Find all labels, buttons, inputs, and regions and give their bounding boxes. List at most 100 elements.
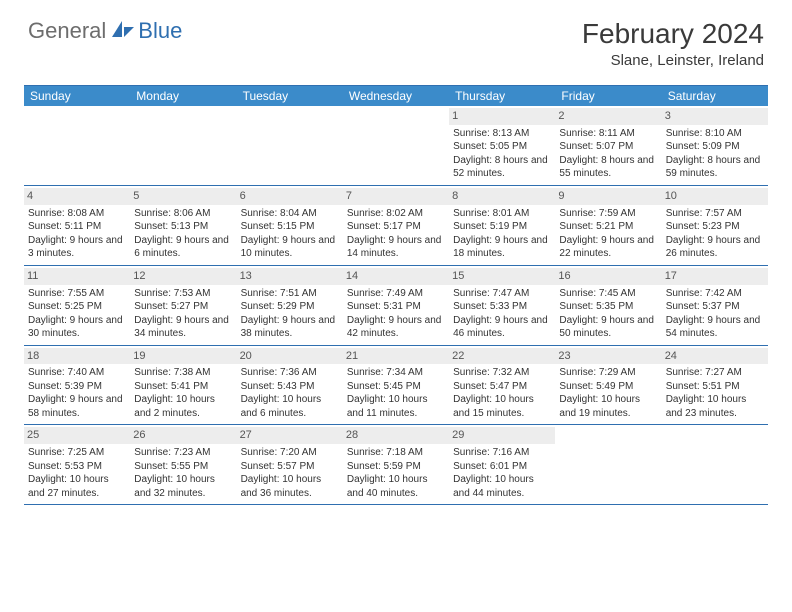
- daylight-text: Daylight: 9 hours and 3 minutes.: [28, 234, 126, 261]
- daylight-text: Daylight: 9 hours and 38 minutes.: [241, 314, 339, 341]
- month-title: February 2024: [582, 18, 764, 50]
- sunset-text: Sunset: 5:41 PM: [134, 380, 232, 394]
- day-number: 29: [449, 427, 555, 444]
- day-number: 27: [237, 427, 343, 444]
- sunset-text: Sunset: 5:43 PM: [241, 380, 339, 394]
- day-cell: 3Sunrise: 8:10 AMSunset: 5:09 PMDaylight…: [662, 106, 768, 185]
- day-number: 24: [662, 348, 768, 365]
- day-number: 26: [130, 427, 236, 444]
- sunset-text: Sunset: 5:39 PM: [28, 380, 126, 394]
- day-number: 11: [24, 268, 130, 285]
- day-number: 20: [237, 348, 343, 365]
- sunrise-text: Sunrise: 7:47 AM: [453, 287, 551, 301]
- logo-text-general: General: [28, 18, 106, 44]
- dow-sunday: Sunday: [24, 86, 130, 106]
- sunrise-text: Sunrise: 7:20 AM: [241, 446, 339, 460]
- sunset-text: Sunset: 5:23 PM: [666, 220, 764, 234]
- weeks-container: 1Sunrise: 8:13 AMSunset: 5:05 PMDaylight…: [24, 106, 768, 505]
- day-number: 19: [130, 348, 236, 365]
- day-number: 5: [130, 188, 236, 205]
- sunset-text: Sunset: 5:55 PM: [134, 460, 232, 474]
- location-label: Slane, Leinster, Ireland: [582, 52, 764, 69]
- day-number: 25: [24, 427, 130, 444]
- day-number: 28: [343, 427, 449, 444]
- daylight-text: Daylight: 10 hours and 23 minutes.: [666, 393, 764, 420]
- sunset-text: Sunset: 5:21 PM: [559, 220, 657, 234]
- header: General Blue February 2024 Slane, Leinst…: [0, 0, 792, 77]
- sunset-text: Sunset: 5:27 PM: [134, 300, 232, 314]
- sunset-text: Sunset: 5:31 PM: [347, 300, 445, 314]
- sunset-text: Sunset: 5:53 PM: [28, 460, 126, 474]
- daylight-text: Daylight: 9 hours and 34 minutes.: [134, 314, 232, 341]
- day-cell: 11Sunrise: 7:55 AMSunset: 5:25 PMDayligh…: [24, 266, 130, 345]
- day-number: 9: [555, 188, 661, 205]
- daylight-text: Daylight: 8 hours and 59 minutes.: [666, 154, 764, 181]
- day-cell: 1Sunrise: 8:13 AMSunset: 5:05 PMDaylight…: [449, 106, 555, 185]
- sunrise-text: Sunrise: 7:38 AM: [134, 366, 232, 380]
- logo-text-blue: Blue: [138, 18, 182, 44]
- daylight-text: Daylight: 9 hours and 30 minutes.: [28, 314, 126, 341]
- sunrise-text: Sunrise: 8:11 AM: [559, 127, 657, 141]
- daylight-text: Daylight: 10 hours and 32 minutes.: [134, 473, 232, 500]
- sunrise-text: Sunrise: 8:06 AM: [134, 207, 232, 221]
- day-cell: 24Sunrise: 7:27 AMSunset: 5:51 PMDayligh…: [662, 346, 768, 425]
- sunset-text: Sunset: 5:59 PM: [347, 460, 445, 474]
- sunset-text: Sunset: 5:09 PM: [666, 140, 764, 154]
- sunset-text: Sunset: 5:17 PM: [347, 220, 445, 234]
- daylight-text: Daylight: 9 hours and 50 minutes.: [559, 314, 657, 341]
- sunset-text: Sunset: 5:37 PM: [666, 300, 764, 314]
- daylight-text: Daylight: 8 hours and 52 minutes.: [453, 154, 551, 181]
- day-cell: 9Sunrise: 7:59 AMSunset: 5:21 PMDaylight…: [555, 186, 661, 265]
- day-cell: 13Sunrise: 7:51 AMSunset: 5:29 PMDayligh…: [237, 266, 343, 345]
- day-cell: 14Sunrise: 7:49 AMSunset: 5:31 PMDayligh…: [343, 266, 449, 345]
- day-number: 12: [130, 268, 236, 285]
- sunset-text: Sunset: 5:33 PM: [453, 300, 551, 314]
- day-cell: [24, 106, 130, 185]
- sunset-text: Sunset: 5:29 PM: [241, 300, 339, 314]
- sunrise-text: Sunrise: 8:10 AM: [666, 127, 764, 141]
- sunrise-text: Sunrise: 7:32 AM: [453, 366, 551, 380]
- sunset-text: Sunset: 5:19 PM: [453, 220, 551, 234]
- sunset-text: Sunset: 6:01 PM: [453, 460, 551, 474]
- sunset-text: Sunset: 5:51 PM: [666, 380, 764, 394]
- day-cell: 28Sunrise: 7:18 AMSunset: 5:59 PMDayligh…: [343, 425, 449, 504]
- daylight-text: Daylight: 9 hours and 42 minutes.: [347, 314, 445, 341]
- day-cell: 27Sunrise: 7:20 AMSunset: 5:57 PMDayligh…: [237, 425, 343, 504]
- day-of-week-header: Sunday Monday Tuesday Wednesday Thursday…: [24, 86, 768, 106]
- day-cell: 16Sunrise: 7:45 AMSunset: 5:35 PMDayligh…: [555, 266, 661, 345]
- day-cell: [237, 106, 343, 185]
- daylight-text: Daylight: 10 hours and 36 minutes.: [241, 473, 339, 500]
- sunset-text: Sunset: 5:35 PM: [559, 300, 657, 314]
- sunrise-text: Sunrise: 7:34 AM: [347, 366, 445, 380]
- day-cell: [130, 106, 236, 185]
- day-cell: 2Sunrise: 8:11 AMSunset: 5:07 PMDaylight…: [555, 106, 661, 185]
- sunrise-text: Sunrise: 7:27 AM: [666, 366, 764, 380]
- daylight-text: Daylight: 9 hours and 22 minutes.: [559, 234, 657, 261]
- dow-saturday: Saturday: [662, 86, 768, 106]
- day-cell: 22Sunrise: 7:32 AMSunset: 5:47 PMDayligh…: [449, 346, 555, 425]
- sunset-text: Sunset: 5:47 PM: [453, 380, 551, 394]
- week-row: 1Sunrise: 8:13 AMSunset: 5:05 PMDaylight…: [24, 106, 768, 186]
- day-cell: 15Sunrise: 7:47 AMSunset: 5:33 PMDayligh…: [449, 266, 555, 345]
- daylight-text: Daylight: 10 hours and 11 minutes.: [347, 393, 445, 420]
- day-cell: [662, 425, 768, 504]
- week-row: 18Sunrise: 7:40 AMSunset: 5:39 PMDayligh…: [24, 346, 768, 426]
- daylight-text: Daylight: 10 hours and 40 minutes.: [347, 473, 445, 500]
- daylight-text: Daylight: 8 hours and 55 minutes.: [559, 154, 657, 181]
- week-row: 25Sunrise: 7:25 AMSunset: 5:53 PMDayligh…: [24, 425, 768, 505]
- daylight-text: Daylight: 9 hours and 6 minutes.: [134, 234, 232, 261]
- day-cell: 8Sunrise: 8:01 AMSunset: 5:19 PMDaylight…: [449, 186, 555, 265]
- day-number: 23: [555, 348, 661, 365]
- sunset-text: Sunset: 5:13 PM: [134, 220, 232, 234]
- day-cell: 6Sunrise: 8:04 AMSunset: 5:15 PMDaylight…: [237, 186, 343, 265]
- dow-monday: Monday: [130, 86, 236, 106]
- day-number: 18: [24, 348, 130, 365]
- day-cell: 4Sunrise: 8:08 AMSunset: 5:11 PMDaylight…: [24, 186, 130, 265]
- day-cell: [343, 106, 449, 185]
- day-cell: 19Sunrise: 7:38 AMSunset: 5:41 PMDayligh…: [130, 346, 236, 425]
- day-cell: 26Sunrise: 7:23 AMSunset: 5:55 PMDayligh…: [130, 425, 236, 504]
- sunrise-text: Sunrise: 7:36 AM: [241, 366, 339, 380]
- logo: General Blue: [28, 18, 182, 44]
- dow-tuesday: Tuesday: [237, 86, 343, 106]
- dow-thursday: Thursday: [449, 86, 555, 106]
